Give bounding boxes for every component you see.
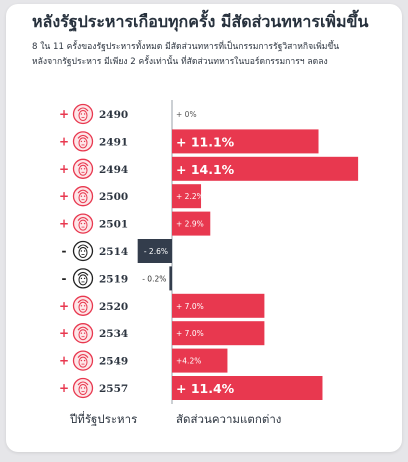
sign-2490: + (59, 107, 69, 121)
sign-2520: + (59, 299, 69, 313)
face-red-2549-icon (74, 351, 93, 370)
year-label-2549: 2549 (99, 356, 128, 368)
face-black-2519-icon (74, 269, 93, 288)
x-axis-label-difference: สัดส่วนความแตกต่าง (176, 411, 281, 429)
year-label-2500: 2500 (99, 191, 128, 203)
face-red-2494-icon (74, 159, 93, 178)
value-label-2534: + 7.0% (176, 329, 204, 338)
value-label-2514: - 2.6% (144, 247, 168, 256)
sign-2534: + (59, 326, 69, 340)
face-red-2490-icon (74, 105, 93, 124)
face-red-2491-icon (74, 132, 93, 151)
value-label-2490: + 0% (176, 110, 197, 119)
sign-2549: + (59, 354, 69, 368)
value-label-2549: +4.2% (176, 357, 201, 366)
value-label-2500: + 2.2% (176, 192, 204, 201)
year-label-2491: 2491 (99, 136, 128, 148)
face-red-2534-icon (74, 324, 93, 343)
value-label-2501: + 2.9% (176, 220, 204, 229)
year-label-2514: 2514 (99, 246, 128, 258)
sign-2514: - (62, 244, 67, 258)
value-label-2520: + 7.0% (176, 302, 204, 311)
face-red-2501-icon (74, 214, 93, 233)
year-label-2557: 2557 (99, 383, 128, 395)
face-red-2557-icon (74, 379, 93, 398)
year-label-2519: 2519 (99, 273, 128, 285)
value-label-2557: + 11.4% (176, 381, 235, 396)
sign-2494: + (59, 162, 69, 176)
value-label-2491: + 11.1% (176, 134, 235, 149)
sign-2557: + (59, 381, 69, 395)
bar-2519 (169, 266, 172, 290)
x-axis-label-coup-year: ปีที่รัฐประหาร (70, 411, 137, 429)
face-red-2520-icon (74, 296, 93, 315)
value-label-2494: + 14.1% (176, 162, 235, 177)
sign-2491: + (59, 134, 69, 148)
sign-2500: + (59, 189, 69, 203)
year-label-2494: 2494 (99, 164, 128, 176)
year-label-2520: 2520 (99, 301, 128, 313)
face-black-2514-icon (74, 242, 93, 261)
face-red-2500-icon (74, 187, 93, 206)
year-label-2534: 2534 (99, 328, 128, 340)
sign-2501: + (59, 217, 69, 231)
year-label-2490: 2490 (99, 109, 128, 121)
value-label-2519: - 0.2% (142, 274, 166, 283)
sign-2519: - (62, 271, 67, 285)
year-label-2501: 2501 (99, 219, 128, 231)
